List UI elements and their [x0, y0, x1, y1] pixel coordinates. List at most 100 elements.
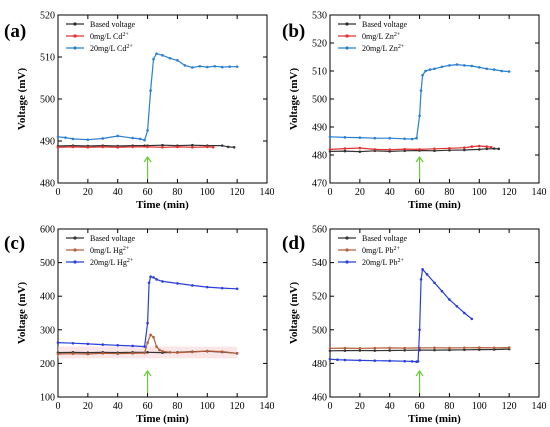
data-point [71, 341, 75, 345]
data-point [433, 348, 436, 352]
data-point [191, 146, 194, 149]
y-tick-label: 490 [40, 137, 55, 148]
data-point [205, 349, 209, 353]
injection-arrow-head [415, 369, 424, 377]
x-tick-label: 140 [260, 187, 275, 198]
x-tick-label: 20 [83, 187, 93, 198]
legend-marker [73, 22, 77, 26]
data-point [191, 143, 194, 147]
data-point [358, 136, 362, 139]
data-point [155, 345, 158, 348]
data-point [131, 136, 134, 140]
data-point [419, 89, 423, 92]
data-point [176, 145, 179, 149]
data-point [161, 143, 164, 147]
data-point [507, 346, 511, 349]
y-tick-label: 510 [40, 53, 55, 64]
data-point [116, 343, 120, 347]
data-point [232, 146, 236, 149]
data-point [149, 275, 152, 279]
data-point [155, 278, 158, 281]
data-point [235, 65, 239, 68]
x-tick-label: 20 [355, 401, 365, 412]
legend-entry-name: Based voltage [90, 234, 136, 243]
data-point [470, 145, 474, 148]
data-point [448, 148, 451, 152]
legend-entry: 0mg/L Hg2+ [90, 246, 130, 255]
data-point [440, 65, 444, 69]
legend-entry-name: Based voltage [362, 234, 408, 243]
x-tick-label: 80 [172, 401, 182, 412]
x-tick-label: 140 [532, 187, 547, 198]
x-tick-label: 40 [385, 187, 395, 198]
data-point [343, 358, 347, 362]
legend-entry-superscript: 2+ [398, 44, 405, 50]
data-point [101, 352, 105, 355]
data-point [64, 136, 67, 139]
data-point [470, 317, 474, 321]
x-tick-label: 60 [143, 187, 153, 198]
x-axis-label: Time (min) [136, 199, 189, 211]
legend-entry-superscript: 2+ [122, 32, 129, 38]
x-tick-label: 100 [200, 187, 215, 198]
y-tick-label: 530 [312, 11, 327, 22]
x-tick-label: 40 [113, 187, 123, 198]
data-point [448, 298, 451, 301]
legend-entry: Based voltage [90, 20, 136, 29]
data-point [485, 147, 489, 151]
data-point [328, 135, 332, 139]
data-point [101, 137, 105, 140]
data-point [358, 349, 362, 352]
legend-entry: 0mg/L Pb2+ [362, 246, 400, 255]
data-point [168, 351, 172, 354]
data-point [161, 350, 164, 353]
data-point [388, 148, 392, 151]
data-point [433, 346, 436, 350]
chart-panel-1: (a) 0 20 40 60 80 100 120 140 480 490 500 510 520 Time… [4, 11, 275, 212]
data-point [155, 52, 158, 55]
series-line-3 [329, 63, 510, 140]
data-point [424, 69, 427, 73]
data-point [138, 137, 142, 141]
data-point [328, 150, 332, 153]
data-point [421, 268, 424, 271]
data-point [328, 148, 332, 151]
x-tick-label: 100 [472, 187, 487, 198]
y-tick-label: 470 [312, 179, 327, 190]
legend-entry-superscript: 2+ [394, 32, 401, 38]
y-axis-label: Voltage (mV) [16, 68, 28, 131]
data-point [448, 346, 451, 350]
data-point [116, 352, 120, 355]
data-point [463, 148, 466, 152]
data-point [143, 138, 146, 142]
legend-marker [345, 46, 349, 50]
data-point [418, 328, 421, 332]
legend-entry: 20mg/L Zn2+ [362, 44, 405, 53]
data-point [235, 352, 239, 355]
data-point [56, 146, 60, 149]
data-point [143, 351, 146, 355]
data-point [373, 148, 377, 151]
legend-entry-name: Based voltage [362, 20, 408, 29]
data-point [146, 129, 149, 132]
data-point [205, 145, 209, 149]
legend-marker [345, 248, 349, 252]
x-tick-label: 40 [113, 401, 123, 412]
data-point [455, 304, 459, 308]
data-point [507, 70, 511, 73]
data-point [425, 273, 429, 276]
legend-entry: 20mg/L Cd2+ [90, 44, 133, 53]
data-point [147, 281, 151, 285]
data-point [403, 147, 406, 151]
x-axis-label: Time (min) [408, 413, 461, 425]
data-point [152, 335, 155, 339]
data-point [71, 145, 75, 149]
y-axis-label: Voltage (mV) [16, 282, 28, 345]
data-point [388, 349, 392, 352]
x-axis-label: Time (min) [408, 199, 461, 211]
y-tick-label: 480 [312, 359, 327, 370]
data-point [176, 351, 179, 354]
data-point [235, 287, 239, 291]
x-tick-label: 120 [230, 401, 245, 412]
